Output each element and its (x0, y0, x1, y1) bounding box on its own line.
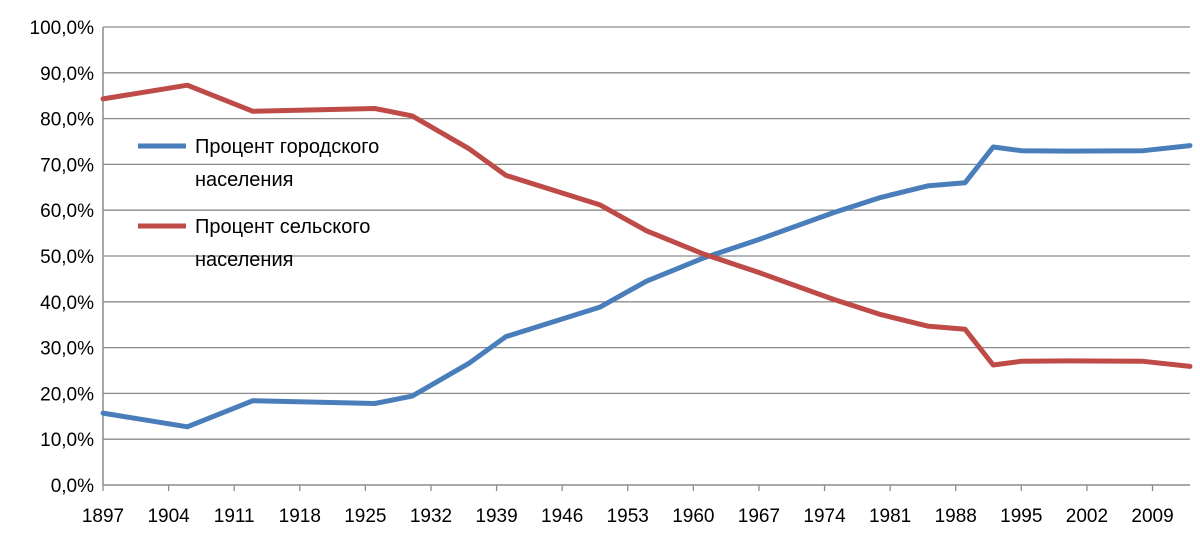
x-tick-label: 1967 (738, 506, 780, 527)
x-tick-label: 1981 (869, 506, 911, 527)
x-tick-label: 1988 (935, 506, 977, 527)
y-axis-tick-labels: 0,0% 10,0% 20,0% 30,0% 40,0% 50,0% 60,0% 70,0% 8… (30, 18, 95, 497)
y-tick-label: 80,0% (40, 110, 94, 131)
x-tick-label: 1904 (147, 506, 190, 527)
y-tick-label: 90,0% (40, 64, 94, 85)
series-line-urban (100, 143, 1193, 430)
y-tick-label: 40,0% (40, 293, 94, 314)
y-tick-label: 20,0% (40, 384, 94, 405)
y-tick-label: 30,0% (40, 339, 94, 360)
legend-label: Процент сельского (195, 216, 370, 238)
x-tick-label: 1939 (475, 506, 517, 527)
legend: Процент городского населения Процент сельс… (138, 136, 379, 271)
legend-label: Процент городского (195, 136, 379, 158)
legend-label: населения (195, 249, 293, 271)
x-tick-label: 1974 (803, 506, 846, 527)
gridlines (103, 26, 1190, 440)
x-tick-label: 1932 (410, 506, 452, 527)
y-tick-label: 50,0% (40, 247, 94, 268)
x-axis-tick-labels: 1897 1904 1911 1918 1925 1932 1939 1946 1953 1960… (82, 506, 1174, 527)
x-tick-label: 2009 (1131, 506, 1173, 527)
y-tick-label: 100,0% (30, 18, 95, 39)
x-tick-label: 1946 (541, 506, 583, 527)
y-tick-label: 0,0% (51, 476, 94, 497)
y-tick-label: 10,0% (40, 430, 94, 451)
x-tick-label: 2002 (1066, 506, 1108, 527)
x-tick-label: 1925 (344, 506, 386, 527)
series-lines (100, 82, 1193, 430)
series-line-rural (100, 82, 1193, 369)
x-tick-label: 1960 (672, 506, 714, 527)
y-tick-label: 60,0% (40, 201, 94, 222)
x-tick-label: 1911 (214, 506, 255, 527)
x-tick-label: 1953 (607, 506, 649, 527)
legend-label: населения (195, 169, 293, 191)
x-tick-label: 1995 (1000, 506, 1042, 527)
x-tick-label: 1918 (279, 506, 321, 527)
axes (102, 27, 1190, 491)
x-tick-label: 1897 (82, 506, 124, 527)
y-tick-label: 70,0% (40, 155, 94, 176)
